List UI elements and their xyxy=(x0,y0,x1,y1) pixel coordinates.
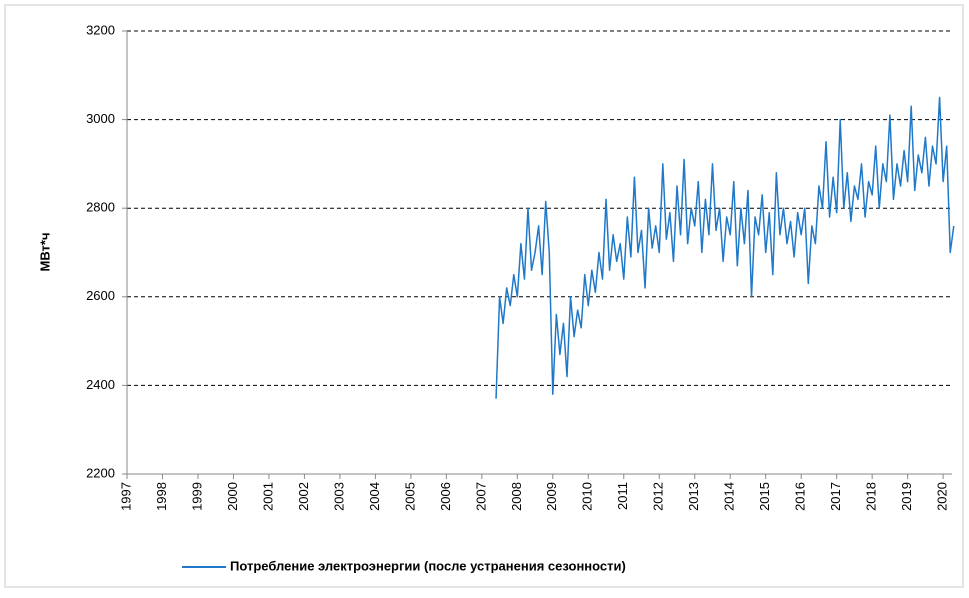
x-tick-label: 2001 xyxy=(260,482,275,511)
x-tick-label: 2012 xyxy=(651,482,666,511)
x-tick-label: 2017 xyxy=(828,482,843,511)
y-tick-label: 2800 xyxy=(86,200,115,215)
x-tick-label: 2010 xyxy=(580,482,595,511)
x-tick-label: 1999 xyxy=(189,482,204,511)
x-tick-label: 2004 xyxy=(367,482,382,511)
y-tick-label: 2400 xyxy=(86,377,115,392)
x-tick-label: 2011 xyxy=(615,482,630,510)
y-tick-label: 3000 xyxy=(86,111,115,126)
y-tick-label: 3200 xyxy=(86,22,115,37)
x-tick-label: 2016 xyxy=(793,482,808,511)
x-tick-label: 2005 xyxy=(402,482,417,511)
x-tick-label: 2019 xyxy=(899,482,914,511)
x-tick-label: 1998 xyxy=(154,482,169,511)
y-axis-label: МВт*ч xyxy=(37,232,52,271)
x-tick-label: 2006 xyxy=(438,482,453,511)
x-tick-label: 1997 xyxy=(118,482,133,511)
x-tick-label: 2007 xyxy=(473,482,488,511)
x-tick-label: 2020 xyxy=(935,482,950,511)
y-tick-label: 2200 xyxy=(86,465,115,480)
x-tick-label: 2002 xyxy=(296,482,311,511)
legend-label: Потребление электроэнергии (после устран… xyxy=(230,558,626,573)
x-tick-label: 2008 xyxy=(509,482,524,511)
x-tick-label: 2003 xyxy=(331,482,346,511)
chart-frame xyxy=(4,4,964,588)
x-tick-label: 2013 xyxy=(686,482,701,511)
x-tick-label: 2009 xyxy=(544,482,559,511)
x-tick-label: 2014 xyxy=(722,482,737,511)
x-tick-label: 2018 xyxy=(864,482,879,511)
line xyxy=(495,96,955,399)
x-tick-label: 2000 xyxy=(225,482,240,511)
x-tick-label: 2015 xyxy=(757,482,772,511)
y-tick-label: 2600 xyxy=(86,288,115,303)
